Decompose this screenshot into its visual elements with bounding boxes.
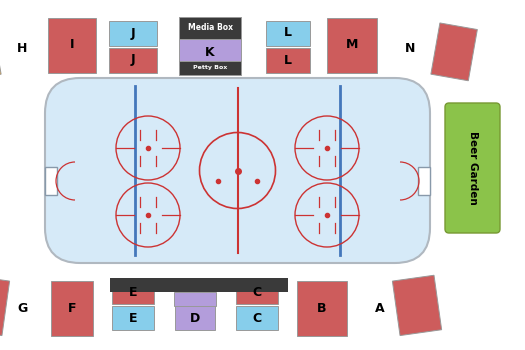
Bar <box>0 275 9 336</box>
Bar <box>109 48 157 72</box>
Text: I: I <box>70 38 74 51</box>
Text: K: K <box>205 46 215 58</box>
Text: J: J <box>131 27 135 40</box>
Text: N: N <box>405 42 415 55</box>
Bar <box>297 280 347 336</box>
Bar <box>236 306 278 330</box>
Bar <box>112 306 154 330</box>
Text: Media Box: Media Box <box>187 23 233 33</box>
Bar <box>45 167 57 195</box>
Bar <box>236 282 278 304</box>
Text: J: J <box>131 54 135 66</box>
Bar <box>418 167 430 195</box>
Text: D: D <box>190 312 200 324</box>
Bar <box>0 23 1 81</box>
Bar <box>179 61 241 75</box>
Bar <box>179 39 241 65</box>
Bar <box>266 48 310 72</box>
Bar <box>109 21 157 46</box>
Text: L: L <box>284 27 292 40</box>
Text: F: F <box>68 301 76 315</box>
Bar <box>48 18 96 72</box>
Text: C: C <box>253 312 261 324</box>
Bar <box>179 17 241 39</box>
FancyBboxPatch shape <box>45 78 430 263</box>
Text: Petty Box: Petty Box <box>193 65 227 70</box>
Text: E: E <box>129 287 137 300</box>
Bar <box>431 23 477 81</box>
Text: Home: Home <box>246 270 268 276</box>
Text: M: M <box>346 38 358 51</box>
Text: L: L <box>284 54 292 66</box>
Text: H: H <box>17 42 27 55</box>
Text: G: G <box>17 301 27 315</box>
Bar <box>112 282 154 304</box>
Text: C: C <box>253 287 261 300</box>
Text: A: A <box>375 301 385 315</box>
Bar <box>110 278 288 292</box>
Bar <box>327 18 377 72</box>
Bar <box>392 275 442 336</box>
FancyBboxPatch shape <box>445 103 500 233</box>
Text: Visitor: Visitor <box>120 270 146 276</box>
Bar <box>266 21 310 46</box>
Bar <box>175 306 215 330</box>
Bar <box>51 280 93 336</box>
Text: E: E <box>129 312 137 324</box>
Bar <box>174 292 216 306</box>
Text: B: B <box>317 301 327 315</box>
Text: Beer Garden: Beer Garden <box>467 131 478 205</box>
